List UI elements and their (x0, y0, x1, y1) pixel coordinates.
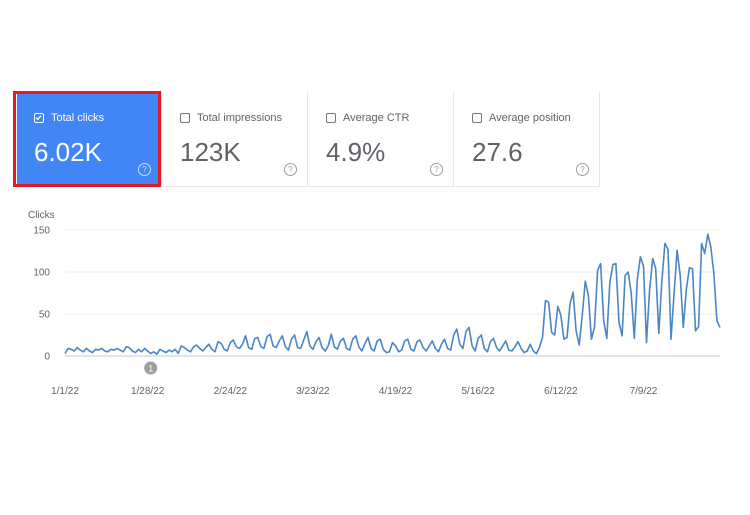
x-tick-label: 4/19/22 (379, 386, 413, 397)
metric-value: 123K (180, 137, 241, 167)
x-tick-label: 3/23/22 (296, 386, 330, 397)
metric-label: Total impressions (197, 112, 282, 124)
metric-card-total-impressions[interactable]: Total impressions 123K ? (163, 91, 308, 187)
metric-value: 6.02K (34, 137, 102, 167)
annotation-label: 1 (148, 364, 153, 374)
metric-card-average-position[interactable]: Average position 27.6 ? (455, 91, 600, 187)
help-icon[interactable]: ? (576, 163, 589, 176)
annotation-marker (144, 361, 158, 375)
checkbox-checked-icon[interactable] (34, 113, 44, 123)
metric-value: 4.9% (326, 137, 386, 167)
metric-card-total-clicks[interactable]: Total clicks 6.02K ? (17, 91, 162, 187)
help-icon[interactable]: ? (430, 163, 443, 176)
y-tick-label: 50 (39, 310, 51, 321)
help-icon[interactable]: ? (284, 163, 297, 176)
y-tick-label: 0 (44, 352, 50, 363)
y-tick-label: 100 (33, 268, 50, 279)
x-tick-label: 2/24/22 (214, 386, 248, 397)
y-tick-label: 150 (33, 226, 50, 237)
x-tick-label: 6/12/22 (544, 386, 578, 397)
metric-label: Average position (489, 112, 571, 124)
x-tick-label: 1/28/22 (131, 386, 165, 397)
series-line (64, 233, 721, 356)
x-tick-label: 7/9/22 (630, 386, 658, 397)
checkbox-icon[interactable] (472, 113, 482, 123)
checkbox-icon[interactable] (326, 113, 336, 123)
x-tick-label: 1/1/22 (51, 386, 79, 397)
metric-label: Total clicks (51, 112, 105, 124)
clicks-chart: Clicks 0 50 100 150 1/1/22 1/28/22 2/24/22 3/23/… (15, 200, 735, 410)
y-axis-label: Clicks (28, 210, 55, 221)
metric-card-average-ctr[interactable]: Average CTR 4.9% ? (309, 91, 454, 187)
help-icon[interactable]: ? (138, 163, 151, 176)
clicks-line-chart: Clicks 0 50 100 150 1/1/22 1/28/22 2/24/22 3/23/… (28, 210, 721, 397)
metric-label: Average CTR (343, 112, 410, 124)
metric-cards: Total clicks 6.02K ? Total impressions 1… (17, 91, 600, 187)
metric-value: 27.6 (472, 137, 523, 167)
checkbox-icon[interactable] (180, 113, 190, 123)
x-tick-label: 5/16/22 (462, 386, 496, 397)
